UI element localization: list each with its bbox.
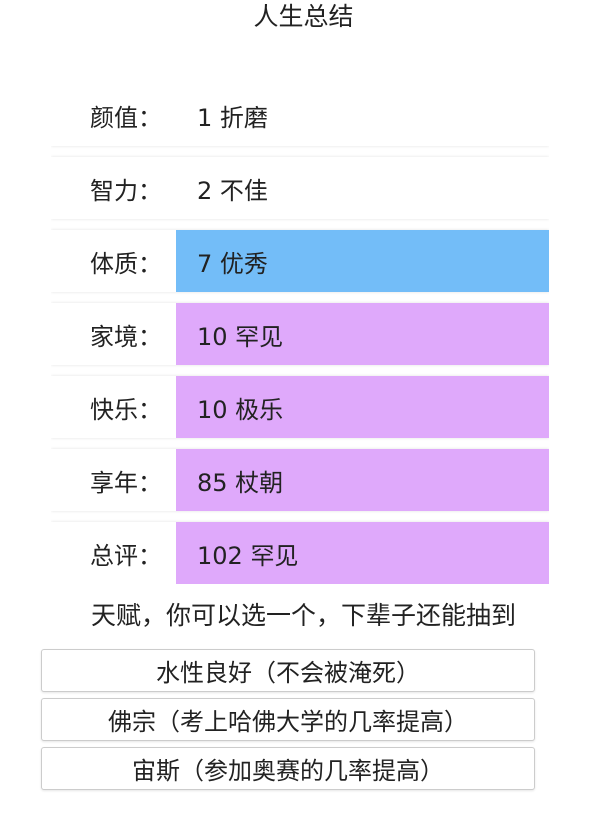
row-label: 颜值： — [90, 103, 162, 132]
talent-button-swimming[interactable]: 水性良好（不会被淹死） — [41, 649, 535, 692]
row-label: 家境： — [90, 322, 162, 351]
row-label: 体质： — [90, 249, 162, 278]
summary-row-happiness: 快乐： 10 极乐 — [51, 376, 549, 438]
row-label: 快乐： — [90, 395, 162, 424]
summary-row-intelligence: 智力： 2 不佳 — [51, 157, 549, 219]
row-label: 智力： — [90, 176, 162, 205]
summary-row-physique: 体质： 7 优秀 — [51, 230, 549, 292]
row-value: 2 不佳 — [176, 157, 549, 219]
summary-row-overall: 总评： 102 罕见 — [51, 522, 549, 584]
page-title: 人生总结 — [253, 2, 354, 31]
row-value: 10 极乐 — [176, 376, 549, 438]
talent-button-harvard[interactable]: 佛宗（考上哈佛大学的几率提高） — [41, 698, 535, 741]
row-value: 7 优秀 — [176, 230, 549, 292]
summary-row-lifespan: 享年： 85 杖朝 — [51, 449, 549, 511]
row-value: 10 罕见 — [176, 303, 549, 365]
row-value: 1 折磨 — [176, 84, 549, 146]
row-value: 102 罕见 — [176, 522, 549, 584]
row-label: 享年： — [90, 468, 162, 497]
row-value: 85 杖朝 — [176, 449, 549, 511]
summary-row-family: 家境： 10 罕见 — [51, 303, 549, 365]
summary-row-appearance: 颜值： 1 折磨 — [51, 84, 549, 146]
summary-list[interactable]: 颜值： 1 折磨 智力： 2 不佳 体质： 7 优秀 家境： 10 罕见 快乐：… — [51, 84, 549, 584]
talent-button-olympiad[interactable]: 宙斯（参加奥赛的几率提高） — [41, 747, 535, 790]
talent-prompt: 天赋，你可以选一个，下辈子还能抽到 — [90, 601, 516, 630]
row-label: 总评： — [90, 541, 162, 570]
